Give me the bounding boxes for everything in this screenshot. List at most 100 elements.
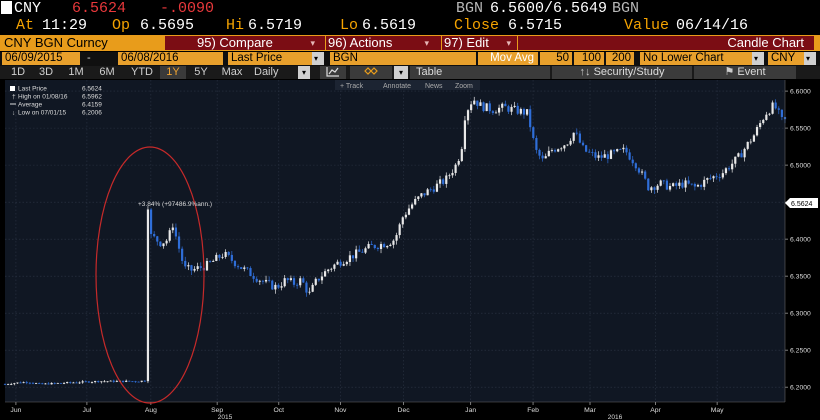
candle-body <box>280 286 283 288</box>
candle-body <box>560 148 563 150</box>
annotate-tool[interactable]: Annotate <box>383 83 411 90</box>
candle-body <box>389 244 392 246</box>
news-tool[interactable]: News <box>425 83 443 90</box>
candle-body <box>718 177 721 179</box>
candle-body <box>432 189 435 192</box>
line-chart-tool[interactable] <box>320 66 346 79</box>
candle-chart[interactable]: 6.60006.55006.50006.45006.40006.35006.30… <box>0 79 820 420</box>
x-tick-label: Apr <box>650 407 661 414</box>
lower-chart-field[interactable]: No Lower Chart <box>640 52 752 65</box>
candle-body <box>336 261 339 265</box>
candle-body <box>156 236 159 242</box>
candle-body <box>454 164 457 173</box>
candle-body <box>675 183 678 186</box>
ma3-field[interactable]: 200 <box>606 52 634 65</box>
track-tool[interactable]: + Track <box>340 83 364 90</box>
last-price-flag-label: 6.5624 <box>791 201 813 208</box>
x-tick-label: Nov <box>334 407 347 414</box>
actions-button[interactable]: 96) Actions ▾ <box>326 36 441 50</box>
candle-body <box>249 268 252 277</box>
candle-body <box>75 382 78 384</box>
currency-dropdown-icon[interactable]: ▾ <box>804 52 816 65</box>
candle-body <box>41 383 44 385</box>
candle-body <box>557 149 560 152</box>
candle-body <box>81 381 84 383</box>
candle-body <box>529 109 532 128</box>
candle-body <box>470 104 473 111</box>
chart-style-icon <box>364 67 378 75</box>
start-date-field[interactable]: 06/09/2015 <box>2 52 80 65</box>
candle-body <box>591 151 594 153</box>
candle-body <box>774 102 777 109</box>
chart-type-title[interactable]: Candle Chart <box>518 36 814 50</box>
period-1d[interactable]: 1D <box>10 66 26 78</box>
table-button[interactable]: Table <box>410 66 550 79</box>
frequency-label: Daily <box>254 66 279 78</box>
open-label: Op <box>112 17 131 34</box>
candle-body <box>261 280 265 282</box>
end-date-field[interactable]: 06/08/2016 <box>118 52 223 65</box>
field-selector[interactable]: Last Price <box>228 52 312 65</box>
candle-body <box>44 383 47 385</box>
candle-body <box>345 261 348 265</box>
chart-style-dropdown-icon[interactable]: ▾ <box>394 66 408 79</box>
currency-field[interactable]: CNY <box>768 52 804 65</box>
lower-chart-dropdown-icon[interactable]: ▾ <box>752 52 764 65</box>
period-3d[interactable]: 3D <box>38 66 54 78</box>
source-field[interactable]: BGN <box>330 52 476 65</box>
period-ytd[interactable]: YTD <box>131 66 153 78</box>
candle-body <box>56 382 59 384</box>
last-price-flag <box>785 198 818 208</box>
candle-body <box>485 103 488 112</box>
candle-body <box>205 260 209 271</box>
ticker-block[interactable]: CNY <box>0 0 41 17</box>
candle-body <box>7 384 10 386</box>
candle-body <box>516 105 519 114</box>
candle-body <box>72 382 75 384</box>
compare-button[interactable]: 95) Compare ▾ <box>165 36 325 50</box>
event-button[interactable]: ⚑ Event <box>694 66 796 79</box>
candle-body <box>392 240 395 245</box>
candle-body <box>286 278 289 281</box>
chart-style-tool[interactable] <box>350 66 392 79</box>
candle-body <box>473 100 476 105</box>
candle-body <box>227 251 230 255</box>
low-label: Lo <box>340 17 359 34</box>
candle-body <box>699 185 703 187</box>
candle-body <box>724 168 728 174</box>
field-dropdown-icon[interactable]: ▾ <box>312 52 324 65</box>
period-1m[interactable]: 1M <box>68 66 84 78</box>
candle-body <box>759 123 762 128</box>
candle-body <box>585 145 588 152</box>
ma1-field[interactable]: 50 <box>540 52 572 65</box>
period-max[interactable]: Max <box>221 66 243 78</box>
period-toolbar: 1D 3D 1M 6M YTD 1Y 5Y Max Daily ▾ ▾ Tabl… <box>0 66 820 79</box>
candle-body <box>125 380 128 382</box>
candle-body <box>451 172 454 176</box>
zoom-tool[interactable]: Zoom <box>455 83 473 90</box>
candle-body <box>603 154 606 158</box>
annotation-text: +3.84% (+97486.9%ann.) <box>138 201 212 208</box>
params-row: 06/09/2015 - 06/08/2016 Last Price ▾ BGN… <box>0 52 820 66</box>
candle-body <box>296 284 299 286</box>
candle-body <box>606 154 609 159</box>
candle-body <box>398 224 401 236</box>
price-change: -.0090 <box>160 0 215 17</box>
frequency-select[interactable]: Daily <box>254 66 298 79</box>
frequency-dropdown-icon[interactable]: ▾ <box>298 66 310 79</box>
security-name[interactable]: CNY BGN Curncy <box>4 35 108 50</box>
period-5y[interactable]: 5Y <box>194 66 208 78</box>
candle-body <box>625 147 628 153</box>
candle-body <box>128 380 131 382</box>
legend: Last Price 6.5624 † High on 01/08/16 6.5… <box>10 86 102 117</box>
candle-body <box>482 102 485 112</box>
candle-body <box>314 278 317 285</box>
candle-body <box>100 381 103 383</box>
security-study-button[interactable]: ↑↓ Security/Study <box>552 66 692 79</box>
period-6m[interactable]: 6M <box>99 66 115 78</box>
ma2-field[interactable]: 100 <box>574 52 604 65</box>
candle-body <box>665 180 669 190</box>
period-1y[interactable]: 1Y <box>160 66 186 79</box>
edit-button[interactable]: 97) Edit ▾ <box>442 36 517 50</box>
candle-body <box>184 260 187 267</box>
